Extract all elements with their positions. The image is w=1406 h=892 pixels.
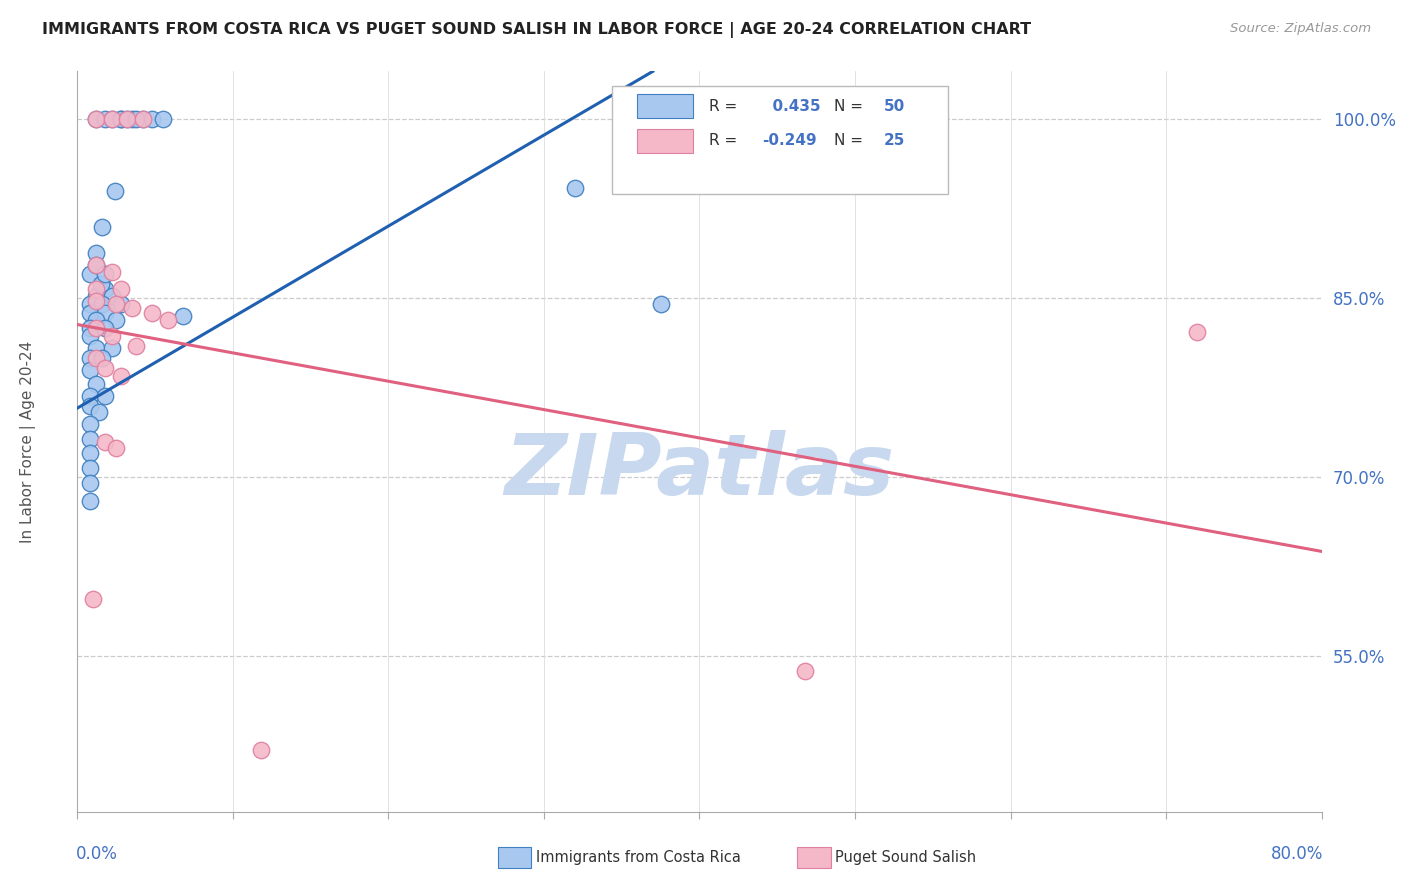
Point <box>87 405 110 419</box>
Point <box>84 245 107 260</box>
Point <box>84 112 107 127</box>
Point <box>84 282 107 296</box>
Point <box>110 282 132 296</box>
FancyBboxPatch shape <box>637 129 693 153</box>
Point <box>115 112 138 127</box>
Point <box>564 181 586 195</box>
Text: IMMIGRANTS FROM COSTA RICA VS PUGET SOUND SALISH IN LABOR FORCE | AGE 20-24 CORR: IMMIGRANTS FROM COSTA RICA VS PUGET SOUN… <box>42 22 1032 38</box>
Text: 25: 25 <box>883 134 905 148</box>
Point <box>125 339 148 353</box>
Point <box>84 342 107 356</box>
Point <box>100 112 122 127</box>
Text: 0.435: 0.435 <box>762 99 820 113</box>
Point <box>91 219 114 234</box>
Point <box>131 112 153 127</box>
Point <box>794 664 817 678</box>
Point <box>121 301 143 315</box>
Point <box>84 321 107 335</box>
Text: ZIPatlas: ZIPatlas <box>505 430 894 513</box>
Text: 0.0%: 0.0% <box>76 845 118 863</box>
Point <box>100 342 122 356</box>
Point <box>79 297 101 311</box>
Text: In Labor Force | Age 20-24: In Labor Force | Age 20-24 <box>20 341 35 542</box>
Point <box>90 277 112 291</box>
Point <box>104 184 127 198</box>
Text: R =: R = <box>710 99 742 113</box>
Point <box>121 112 143 127</box>
Point <box>105 297 128 311</box>
Point <box>94 434 117 449</box>
Point <box>79 446 101 460</box>
Text: N =: N = <box>834 99 868 113</box>
Point <box>105 312 128 326</box>
Text: 80.0%: 80.0% <box>1271 845 1323 863</box>
Point <box>84 112 107 127</box>
Text: Immigrants from Costa Rica: Immigrants from Costa Rica <box>536 850 741 864</box>
Point <box>141 112 163 127</box>
Point <box>79 399 101 413</box>
Point <box>94 282 117 296</box>
Point <box>82 592 104 607</box>
Point <box>79 305 101 319</box>
Point <box>91 351 114 365</box>
Point <box>110 368 132 383</box>
Point <box>141 305 163 319</box>
Text: Source: ZipAtlas.com: Source: ZipAtlas.com <box>1230 22 1371 36</box>
Point <box>79 321 101 335</box>
Point <box>79 268 101 282</box>
Point <box>84 258 107 272</box>
Point <box>94 268 117 282</box>
Point <box>156 312 179 326</box>
Point <box>79 417 101 431</box>
Point <box>79 329 101 343</box>
Point <box>84 258 107 272</box>
Point <box>100 112 122 127</box>
Point <box>84 377 107 392</box>
Point <box>84 312 107 326</box>
Point <box>100 289 122 303</box>
Point <box>172 309 194 323</box>
Point <box>110 297 132 311</box>
Point <box>94 389 117 403</box>
Point <box>105 441 128 455</box>
Point <box>650 297 672 311</box>
Point <box>79 476 101 491</box>
FancyBboxPatch shape <box>637 95 693 118</box>
Point <box>84 351 107 365</box>
Point <box>94 112 117 127</box>
Point <box>100 265 122 279</box>
Point <box>79 363 101 377</box>
Text: N =: N = <box>834 134 868 148</box>
Point <box>1187 325 1209 339</box>
Point <box>79 432 101 446</box>
Point <box>79 389 101 403</box>
Text: -0.249: -0.249 <box>762 134 817 148</box>
Point <box>79 460 101 475</box>
Point <box>110 112 132 127</box>
Point <box>79 494 101 508</box>
Point <box>94 305 117 319</box>
Text: 50: 50 <box>883 99 905 113</box>
Point <box>110 112 132 127</box>
Point <box>79 351 101 365</box>
Point <box>125 112 148 127</box>
Text: Puget Sound Salish: Puget Sound Salish <box>835 850 976 864</box>
Point <box>94 321 117 335</box>
Point <box>100 329 122 343</box>
FancyBboxPatch shape <box>613 87 949 194</box>
Point <box>152 112 174 127</box>
Point <box>131 112 153 127</box>
Point <box>115 112 138 127</box>
Point <box>91 297 114 311</box>
Point <box>94 360 117 375</box>
Text: R =: R = <box>710 134 742 148</box>
Point <box>84 293 107 308</box>
Point <box>250 742 273 756</box>
Point <box>84 289 107 303</box>
